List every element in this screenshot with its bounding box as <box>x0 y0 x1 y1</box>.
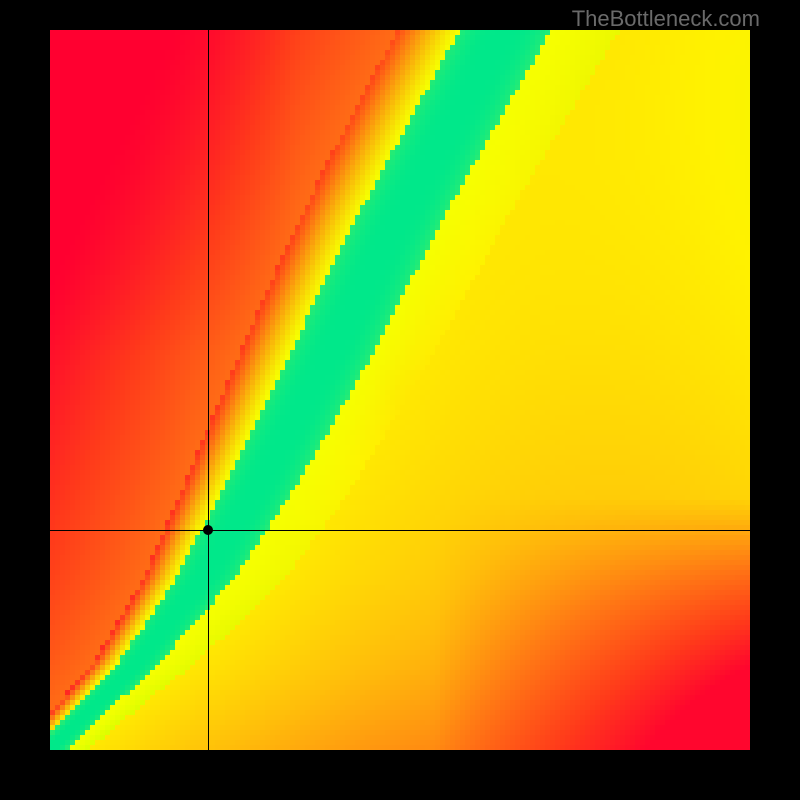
watermark-text: TheBottleneck.com <box>572 6 760 32</box>
crosshair-vertical-line <box>208 30 209 750</box>
plot-area <box>50 30 750 750</box>
crosshair-horizontal-line <box>50 530 750 531</box>
chart-container: TheBottleneck.com <box>0 0 800 800</box>
crosshair-marker-dot <box>203 525 213 535</box>
bottleneck-heatmap <box>50 30 750 750</box>
